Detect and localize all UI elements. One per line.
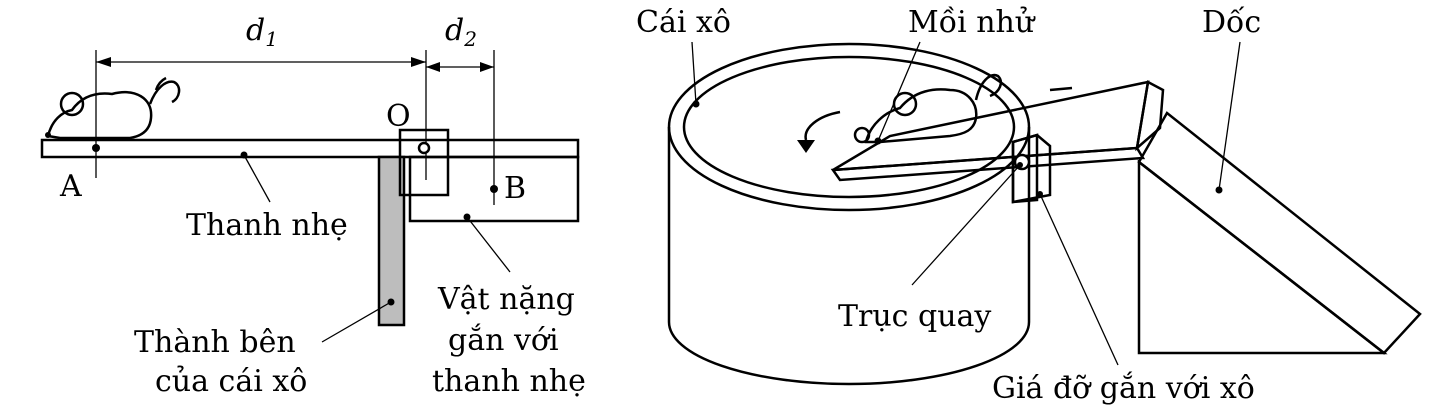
label-bucket-wall-2: của cái xô <box>155 364 307 399</box>
pivot-bracket <box>398 128 450 197</box>
left-diagram: d1 d2 O A B Thanh nhẹ Thành bên của cái … <box>40 13 586 399</box>
label-weight-2: gắn với <box>448 323 559 358</box>
bucket-wall <box>377 155 406 327</box>
mouse-icon-right <box>853 73 1002 144</box>
heavy-block <box>408 155 580 223</box>
light-rod <box>40 138 580 159</box>
ramp <box>1137 111 1422 355</box>
mouse-icon <box>45 76 181 140</box>
label-bucket-wall: Thành bên <box>134 325 296 360</box>
pivot-o-icon <box>417 141 431 155</box>
label-weight: Vật nặng <box>437 282 575 317</box>
label-weight-3: thanh nhẹ <box>432 364 586 399</box>
label-ramp: Dốc <box>1202 5 1261 40</box>
d2-label: d2 <box>445 13 477 51</box>
rotation-arrow-icon <box>797 110 841 153</box>
dimension-lines <box>95 50 495 205</box>
label-axis: Trục quay <box>838 299 991 334</box>
label-a: A <box>59 169 82 204</box>
label-light-rod: Thanh nhẹ <box>186 208 348 243</box>
pivot-beam <box>830 80 1165 182</box>
label-support: Giá đỡ gắn với xô <box>992 371 1255 406</box>
bucket <box>667 42 1031 386</box>
right-diagram: Cái xô Mồi nhử Dốc Trục quay Giá đỡ gắn … <box>636 5 1422 406</box>
label-bucket: Cái xô <box>636 5 731 40</box>
support-bracket <box>1011 133 1052 204</box>
label-o: O <box>386 99 411 134</box>
label-bait: Mồi nhử <box>908 5 1036 40</box>
label-b: B <box>504 171 526 206</box>
d1-label: d1 <box>246 13 278 51</box>
